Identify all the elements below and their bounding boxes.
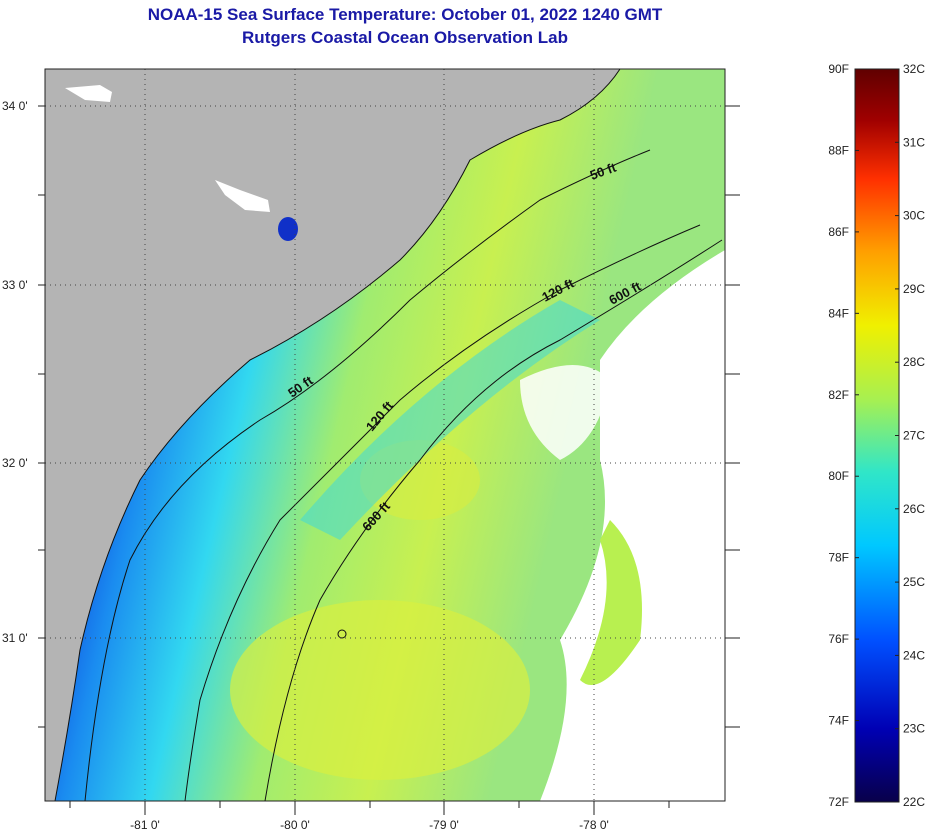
colorbar-label-f: 84F bbox=[828, 306, 849, 320]
inland-lake bbox=[278, 217, 298, 241]
warm-patch bbox=[230, 600, 530, 780]
colorbar-label-c: 32C bbox=[903, 62, 925, 76]
map-subtitle: Rutgers Coastal Ocean Observation Lab bbox=[242, 28, 568, 47]
colorbar-label-f: 88F bbox=[828, 143, 849, 157]
inland-lake bbox=[65, 85, 112, 102]
contour-120ft bbox=[184, 224, 701, 801]
colorbar-label-c: 29C bbox=[903, 282, 925, 296]
lat-label: 34 0' bbox=[2, 99, 28, 113]
colorbar-label-c: 25C bbox=[903, 575, 925, 589]
colorbar-label-f: 90F bbox=[828, 62, 849, 76]
colorbar-label-c: 27C bbox=[903, 429, 925, 443]
lat-label: 33 0' bbox=[2, 278, 28, 292]
contour-50ft bbox=[84, 149, 651, 801]
colorbar-celsius-ticks: 32C 31C 30C 29C 28C 27C 26C 25C 24C 23C 22C bbox=[895, 62, 925, 809]
map-frame bbox=[44, 68, 726, 802]
colorbar-label-c: 23C bbox=[903, 722, 925, 736]
inland-lake bbox=[215, 180, 270, 212]
lon-label: -81 0' bbox=[130, 818, 160, 832]
colorbar-label-f: 78F bbox=[828, 551, 849, 565]
map-title: NOAA-15 Sea Surface Temperature: October… bbox=[147, 5, 663, 24]
lon-label: -78 0' bbox=[579, 818, 609, 832]
cloud-cover bbox=[540, 250, 725, 801]
colorbar-label-c: 24C bbox=[903, 648, 925, 662]
lon-label: -79 0' bbox=[429, 818, 459, 832]
colorbar-label-f: 74F bbox=[828, 714, 849, 728]
colorbar-label-f: 80F bbox=[828, 469, 849, 483]
colorbar bbox=[854, 68, 900, 803]
lon-label: -80 0' bbox=[280, 818, 310, 832]
colorbar-label-f: 76F bbox=[828, 632, 849, 646]
colorbar-label-c: 22C bbox=[903, 795, 925, 809]
graticule bbox=[45, 69, 725, 801]
colorbar-label-f: 86F bbox=[828, 225, 849, 239]
lat-label: 32 0' bbox=[2, 456, 28, 470]
colorbar-fahrenheit-ticks: 90F 88F 86F 84F 82F 80F 78F 76F 74F 72F bbox=[828, 62, 859, 809]
colorbar-label-c: 31C bbox=[903, 135, 925, 149]
contour-600ft bbox=[337, 629, 347, 639]
lat-label: 31 0' bbox=[2, 631, 28, 645]
contour-600ft bbox=[264, 239, 723, 801]
axis-ticks bbox=[38, 105, 740, 815]
colorbar-label-c: 26C bbox=[903, 502, 925, 516]
map-area: 50 ft 50 ft 120 ft 120 ft 600 ft 600 ft bbox=[45, 69, 725, 801]
colorbar-label-c: 28C bbox=[903, 355, 925, 369]
colorbar-label-f: 82F bbox=[828, 388, 849, 402]
coastline bbox=[54, 69, 621, 801]
colorbar-label-f: 72F bbox=[828, 795, 849, 809]
colorbar-label-c: 30C bbox=[903, 209, 925, 223]
clear-patch bbox=[580, 520, 642, 685]
cloud-cover bbox=[520, 365, 610, 460]
land-mass bbox=[45, 69, 620, 801]
